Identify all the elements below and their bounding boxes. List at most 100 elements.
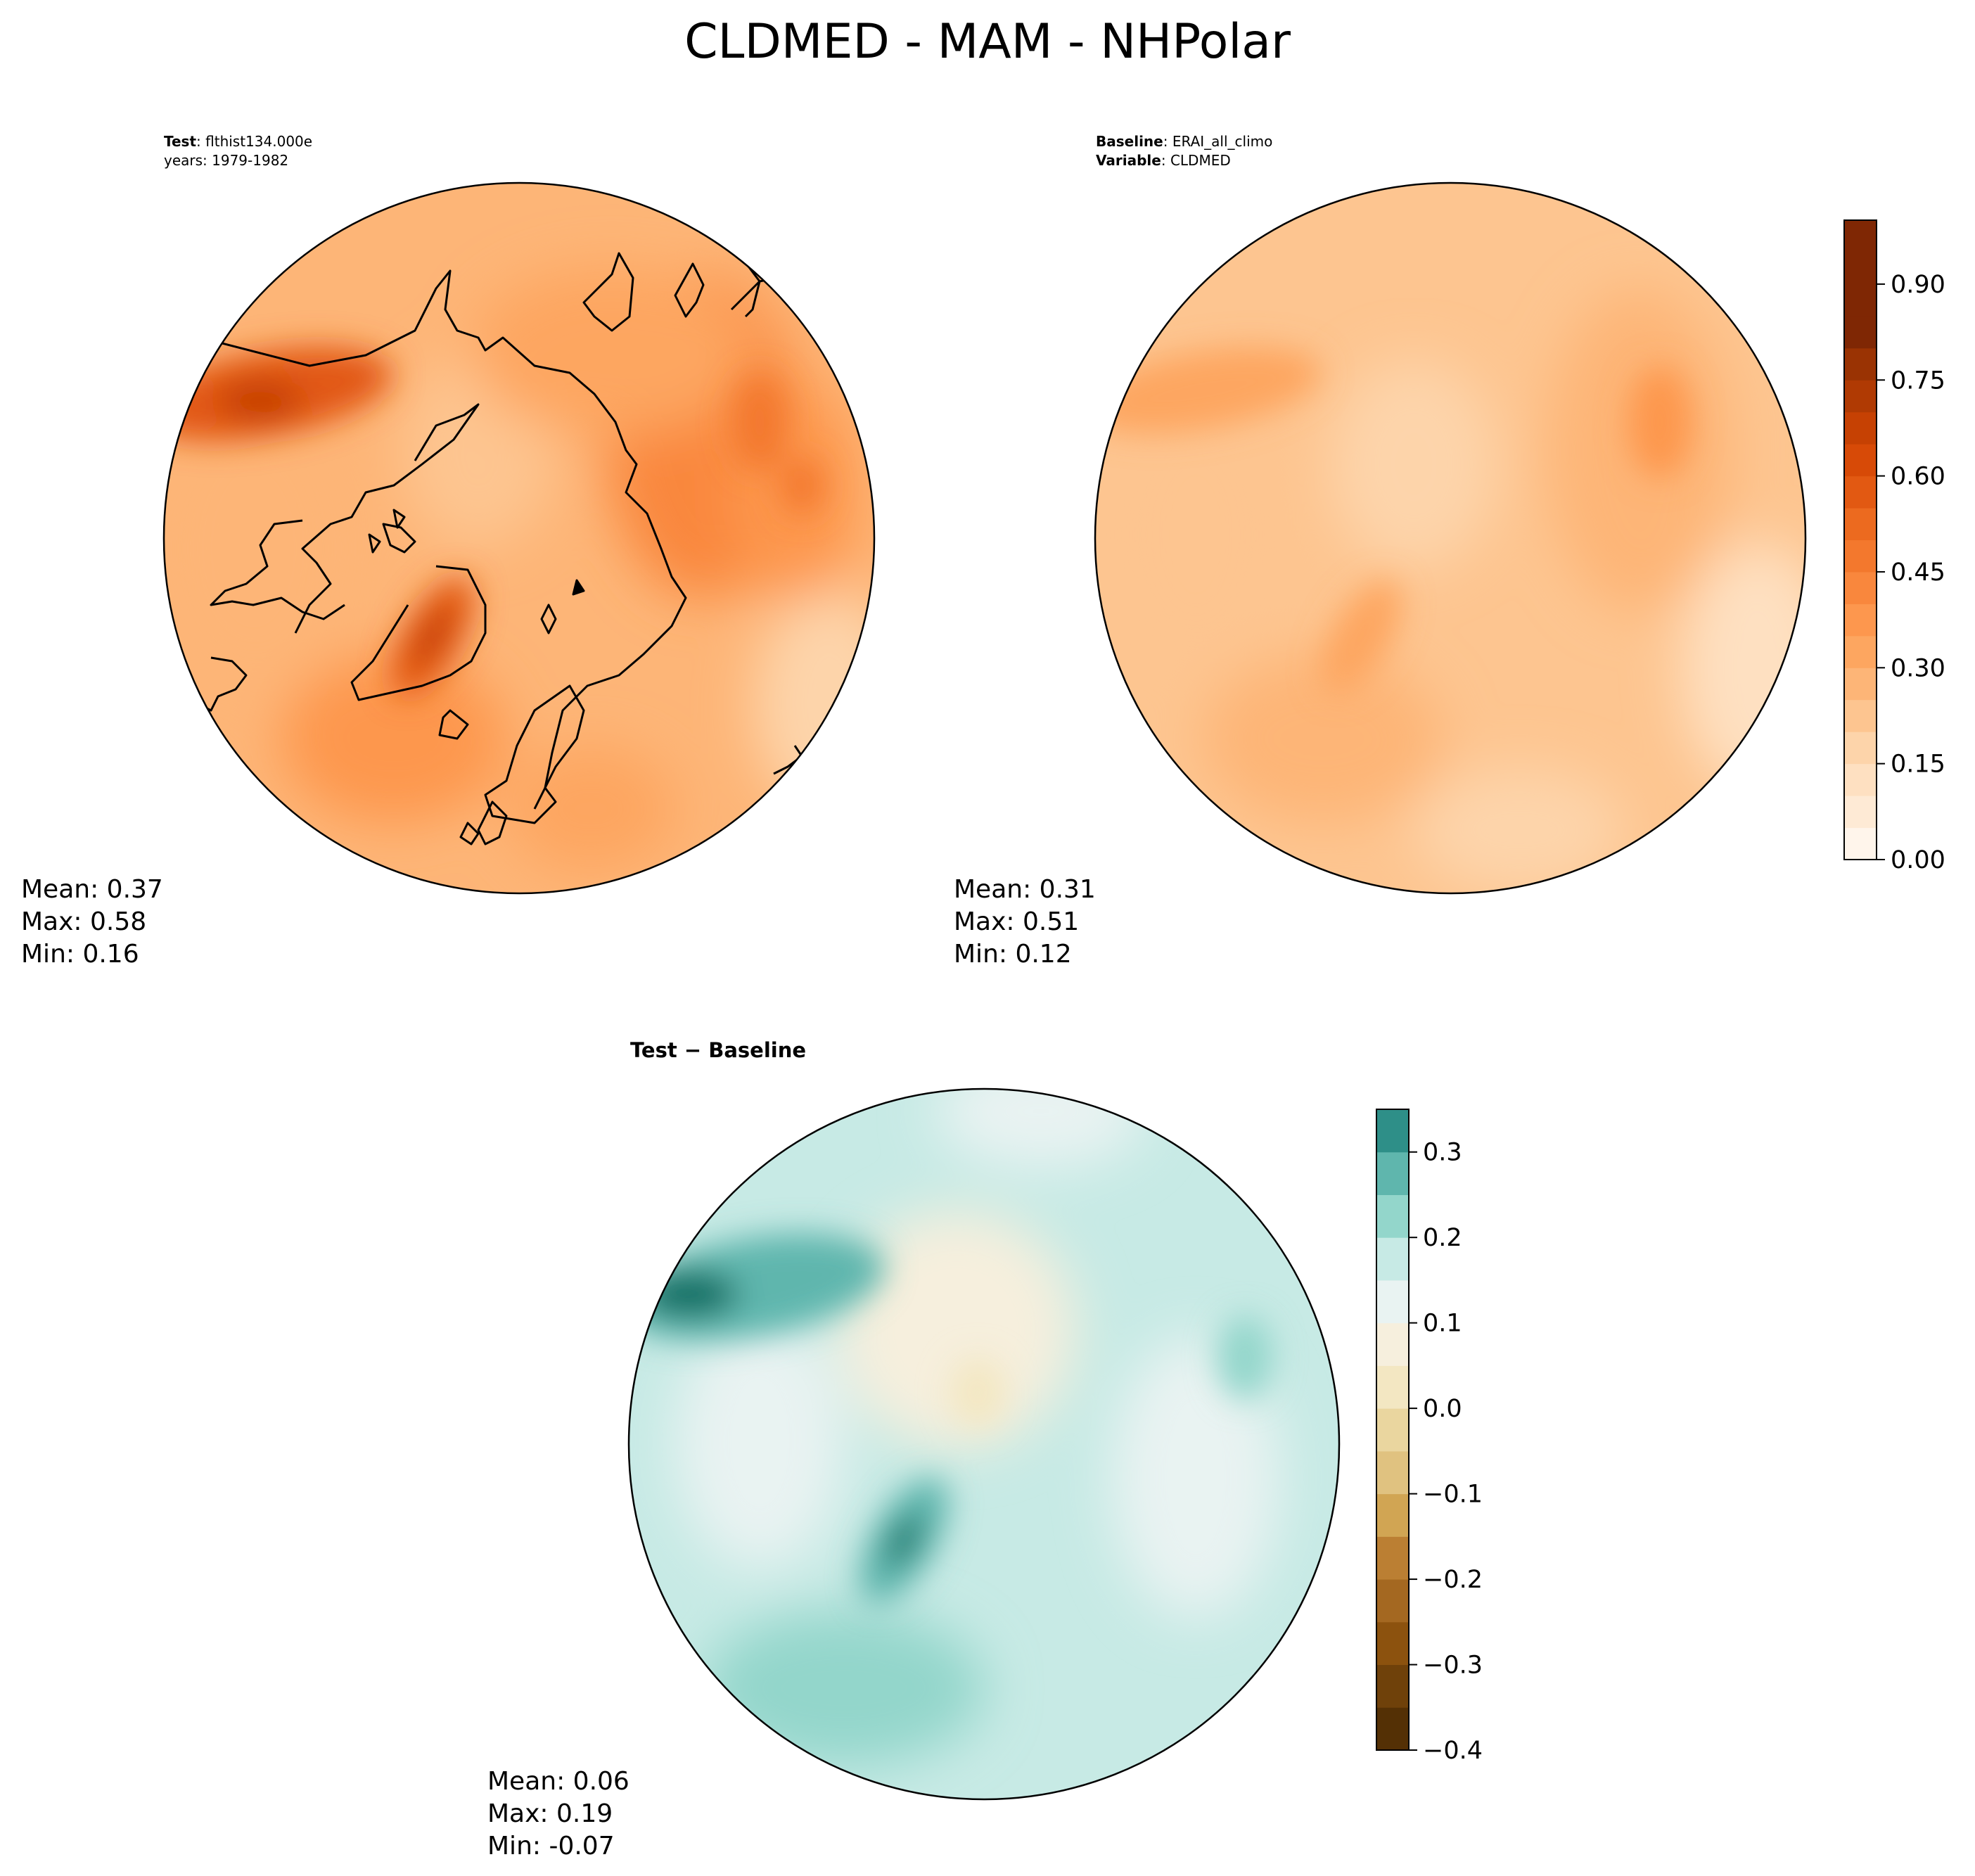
baseline-stats: Mean: 0.31 Max: 0.51 Min: 0.12 bbox=[954, 874, 1096, 971]
cloud-colorbar-band bbox=[1844, 604, 1877, 637]
cloud-colorbar-tick-label: 0.75 bbox=[1891, 366, 1945, 395]
difference-colorbar-tick-label: 0.1 bbox=[1423, 1310, 1462, 1338]
test-blob-greenland-core bbox=[413, 608, 452, 665]
difference-colorbar-band bbox=[1376, 1450, 1409, 1495]
test-years: years: 1979-1982 bbox=[164, 152, 289, 169]
baseline-blob-east-edge bbox=[1681, 542, 1805, 795]
baseline-variable-value: CLDMED bbox=[1170, 152, 1231, 169]
test-stat-max: Max: 0.58 bbox=[21, 907, 147, 936]
difference-colorbar-tick-label: −0.2 bbox=[1423, 1566, 1483, 1594]
difference-colorbar-band bbox=[1376, 1536, 1409, 1580]
cloud-colorbar-frame bbox=[1843, 219, 1877, 860]
difference-map-boundary bbox=[627, 1087, 1341, 1801]
cloud-colorbar-band bbox=[1844, 220, 1877, 317]
baseline-map-boundary bbox=[1094, 181, 1807, 895]
cloud-colorbar-tick-label: 0.30 bbox=[1891, 654, 1945, 682]
baseline-blob-central-arctic bbox=[1329, 359, 1498, 570]
test-blob-chukchi bbox=[471, 267, 753, 436]
test-label-key: Test bbox=[164, 133, 197, 150]
test-panel-label: Test: flthist134.000e years: 1979-1982 bbox=[164, 133, 313, 169]
difference-colorbar-band bbox=[1376, 1579, 1409, 1623]
cloud-colorbar-tick-label: 0.45 bbox=[1891, 559, 1945, 587]
test-coastlines bbox=[196, 252, 803, 846]
cloud-colorbar-band bbox=[1844, 763, 1877, 796]
difference-colorbar-tick-label: 0.3 bbox=[1423, 1139, 1462, 1167]
baseline-map bbox=[1094, 181, 1807, 895]
cloud-colorbar-band bbox=[1844, 571, 1877, 604]
difference-colorbar-band bbox=[1376, 1194, 1409, 1238]
cloud-colorbar-band bbox=[1844, 380, 1877, 413]
cloud-colorbar-band bbox=[1844, 699, 1877, 732]
baseline-panel-label: Baseline: ERAI_all_climo Variable: CLDME… bbox=[1096, 133, 1273, 169]
test-map-boundary bbox=[162, 181, 876, 895]
difference-map bbox=[627, 1087, 1341, 1801]
test-blob-north-pacific-core bbox=[218, 380, 302, 422]
difference-colorbar: −0.4 −0.3 −0.2 −0.1 0.0 0.1 0.2 0.3 bbox=[1376, 1109, 1483, 1765]
difference-colorbar-band bbox=[1376, 1664, 1409, 1708]
cloud-colorbar-tick-label: 0.00 bbox=[1891, 846, 1945, 874]
difference-colorbar-band bbox=[1376, 1365, 1409, 1409]
baseline-stat-mean: Mean: 0.31 bbox=[954, 875, 1096, 904]
difference-stat-mean: Mean: 0.06 bbox=[487, 1767, 629, 1796]
test-blob-east-edge bbox=[753, 591, 874, 816]
cloud-colorbar-tick-label: 0.60 bbox=[1891, 463, 1945, 491]
cloud-colorbar-band bbox=[1844, 540, 1877, 573]
difference-stat-min: Min: -0.07 bbox=[487, 1832, 615, 1861]
cloud-colorbar-band bbox=[1844, 476, 1877, 509]
baseline-label-key: Baseline bbox=[1096, 133, 1163, 150]
figure-title: CLDMED - MAM - NHPolar bbox=[684, 14, 1291, 70]
baseline-blob-north-pacific bbox=[1095, 347, 1321, 434]
test-blob-canada bbox=[164, 408, 352, 689]
difference-stat-max: Max: 0.19 bbox=[487, 1799, 613, 1828]
difference-blob-greenland-core bbox=[886, 1515, 922, 1566]
cloud-colorbar-band bbox=[1844, 827, 1877, 860]
cloud-colorbar-band bbox=[1844, 347, 1877, 381]
difference-blob-central-arctic bbox=[837, 1210, 1076, 1449]
baseline-blob-greenland bbox=[1321, 580, 1401, 694]
difference-colorbar-tick-label: −0.3 bbox=[1423, 1652, 1483, 1680]
difference-colorbar-band bbox=[1376, 1707, 1409, 1751]
difference-blob-canada bbox=[675, 1315, 844, 1569]
cloud-colorbar-tick-label: 0.15 bbox=[1891, 751, 1945, 779]
difference-blob-siberia-positive bbox=[1217, 1315, 1273, 1400]
cloud-colorbar-band bbox=[1844, 635, 1877, 668]
baseline-blob-canada bbox=[1111, 408, 1280, 661]
test-stat-mean: Mean: 0.37 bbox=[21, 875, 163, 904]
cloud-colorbar-band bbox=[1844, 316, 1877, 349]
difference-colorbar-band bbox=[1376, 1493, 1409, 1537]
cloud-colorbar-tick-label: 0.90 bbox=[1891, 271, 1945, 299]
test-blob-siberia-core2 bbox=[781, 457, 823, 513]
difference-stats: Mean: 0.06 Max: 0.19 Min: -0.07 bbox=[487, 1766, 629, 1863]
baseline-stat-max: Max: 0.51 bbox=[954, 907, 1080, 936]
difference-blob-chukchi bbox=[935, 1089, 1146, 1168]
cloud-colorbar-band bbox=[1844, 732, 1877, 765]
test-blob-siberia-core bbox=[731, 373, 788, 471]
baseline-blob-atlantic bbox=[1203, 654, 1442, 823]
difference-colorbar-band bbox=[1376, 1621, 1409, 1666]
difference-colorbar-band bbox=[1376, 1237, 1409, 1281]
difference-colorbar-tick-label: −0.4 bbox=[1423, 1737, 1483, 1765]
difference-colorbar-band bbox=[1376, 1151, 1409, 1195]
baseline-label-value: ERAI_all_climo bbox=[1172, 133, 1273, 150]
difference-colorbar-tick-label: −0.1 bbox=[1423, 1481, 1483, 1509]
test-stats: Mean: 0.37 Max: 0.58 Min: 0.16 bbox=[21, 874, 163, 971]
difference-panel-label: Test − Baseline bbox=[630, 1038, 807, 1062]
baseline-variable-key: Variable bbox=[1096, 152, 1161, 169]
test-map bbox=[162, 181, 876, 895]
test-blob-atlantic bbox=[281, 654, 506, 823]
cloud-colorbar-band bbox=[1844, 668, 1877, 701]
cloud-colorbar-band bbox=[1844, 508, 1877, 540]
difference-colorbar-tick-label: 0.0 bbox=[1423, 1395, 1462, 1423]
test-label-value: flthist134.000e bbox=[205, 133, 313, 150]
cloud-colorbar-band bbox=[1844, 411, 1877, 445]
cloud-colorbar-band bbox=[1844, 796, 1877, 829]
difference-colorbar-tick-label: 0.2 bbox=[1423, 1224, 1462, 1252]
difference-colorbar-band bbox=[1376, 1408, 1409, 1452]
cloud-colorbar: 0.00 0.15 0.30 0.45 0.60 0.75 0.90 bbox=[1843, 219, 1945, 874]
difference-blob-siberia bbox=[1111, 1336, 1280, 1618]
baseline-blob-europe bbox=[1414, 767, 1625, 893]
test-stat-min: Min: 0.16 bbox=[21, 940, 139, 969]
test-blob-europe bbox=[506, 746, 675, 872]
